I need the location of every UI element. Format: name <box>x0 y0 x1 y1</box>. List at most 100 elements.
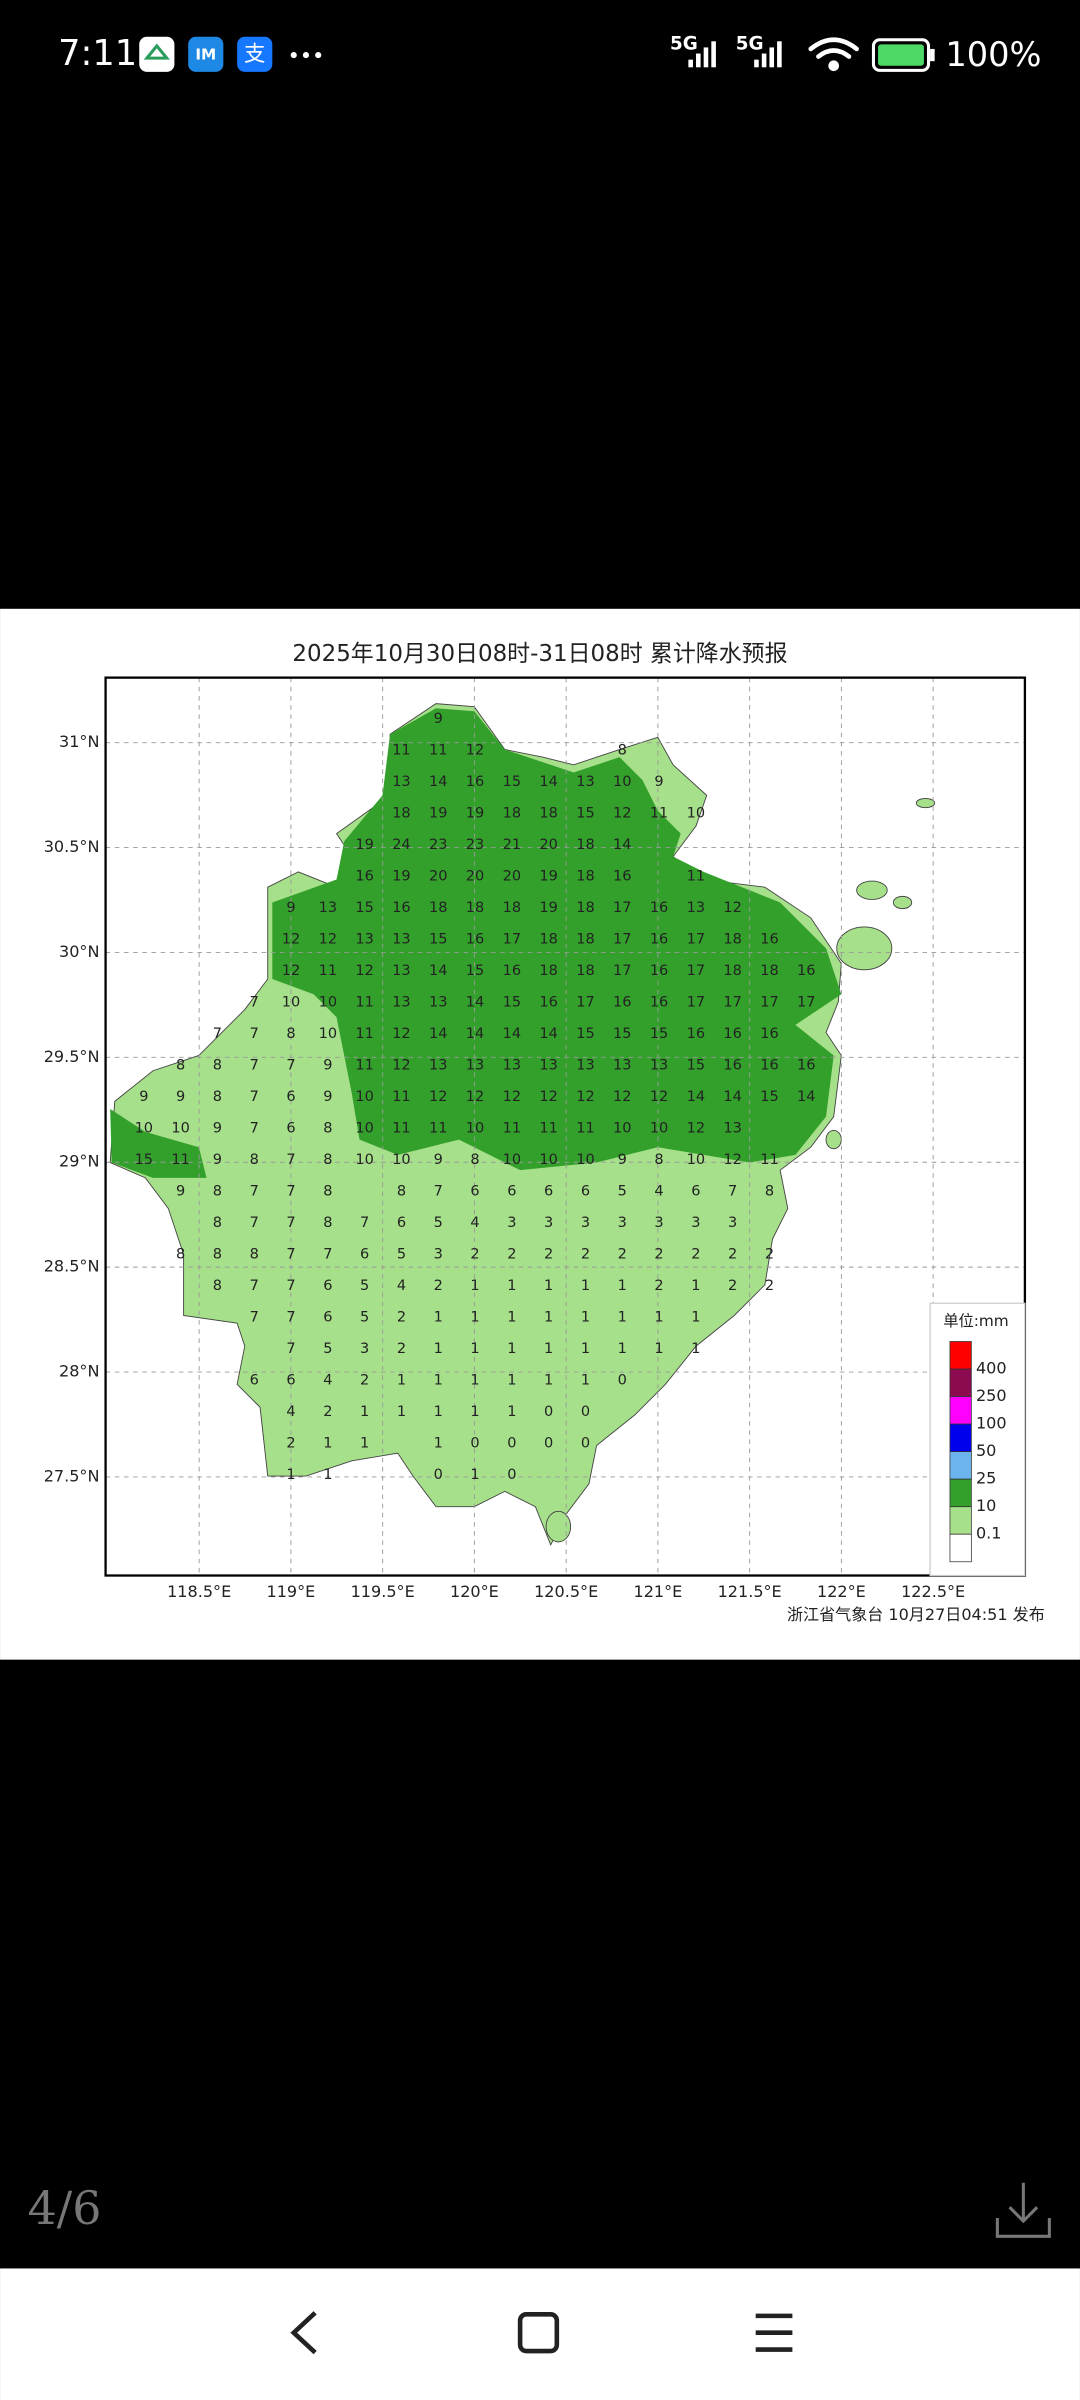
x-tick-label: 119°E <box>267 1582 316 1601</box>
grid-value: 9 <box>213 1152 222 1168</box>
grid-value: 13 <box>466 1058 484 1074</box>
grid-value: 14 <box>723 1089 741 1105</box>
grid-value: 19 <box>466 805 484 821</box>
grid-value: 7 <box>250 1026 259 1042</box>
grid-value: 4 <box>470 1215 479 1231</box>
grid-value: 16 <box>760 1026 778 1042</box>
grid-value: 1 <box>507 1404 516 1420</box>
back-button[interactable] <box>290 2311 317 2355</box>
grid-value: 4 <box>323 1373 332 1389</box>
grid-value: 12 <box>319 932 337 948</box>
more-dots <box>290 52 322 59</box>
grid-value: 5 <box>434 1215 443 1231</box>
grid-value: 16 <box>539 995 557 1011</box>
grid-value: 20 <box>466 868 484 884</box>
grid-value: 8 <box>213 1278 222 1294</box>
grid-value: 7 <box>434 1184 443 1200</box>
grid-value: 15 <box>135 1152 153 1168</box>
grid-value: 3 <box>434 1247 443 1263</box>
grid-value: 11 <box>355 1058 373 1074</box>
grid-value: 6 <box>323 1310 332 1326</box>
grid-value: 6 <box>581 1184 590 1200</box>
grid-value: 11 <box>539 1121 557 1137</box>
grid-value: 12 <box>503 1089 521 1105</box>
grid-value: 12 <box>282 963 300 979</box>
grid-value: 18 <box>392 805 410 821</box>
clock: 7:11 <box>58 33 137 74</box>
grid-value: 1 <box>286 1467 295 1483</box>
grid-value: 11 <box>355 995 373 1011</box>
network-label: 5G <box>736 33 764 54</box>
grid-value: 8 <box>213 1058 222 1074</box>
app-icon <box>188 36 224 72</box>
grid-value: 9 <box>213 1121 222 1137</box>
grid-value: 1 <box>434 1310 443 1326</box>
grid-value: 0 <box>618 1373 627 1389</box>
home-button[interactable] <box>517 2312 560 2354</box>
chart-title: 2025年10月30日08时-31日08时 累计降水预报 <box>292 641 787 667</box>
grid-value: 11 <box>760 1152 778 1168</box>
legend-box <box>929 1302 1026 1577</box>
grid-value: 13 <box>576 774 594 790</box>
islands <box>545 798 936 1543</box>
grid-value: 2 <box>286 1436 295 1452</box>
grid-value: 19 <box>429 805 447 821</box>
grid-value: 19 <box>392 868 410 884</box>
network-label: 5G <box>670 33 698 54</box>
grid-value: 6 <box>470 1184 479 1200</box>
grid-value: 18 <box>576 837 594 853</box>
y-tick-label: 29.5°N <box>44 1047 100 1066</box>
grid-value: 10 <box>135 1121 153 1137</box>
x-tick-label: 118.5°E <box>167 1582 231 1601</box>
grid-value: 15 <box>503 995 521 1011</box>
grid-value: 12 <box>392 1058 410 1074</box>
grid-value: 16 <box>760 1058 778 1074</box>
grid-value: 16 <box>650 963 668 979</box>
grid-value: 7 <box>286 1184 295 1200</box>
grid-value: 1 <box>581 1341 590 1357</box>
grid-value: 3 <box>544 1215 553 1231</box>
grid-value: 7 <box>250 1184 259 1200</box>
grid-value: 18 <box>576 932 594 948</box>
grid-value: 2 <box>691 1247 700 1263</box>
legend-label: 100 <box>976 1414 1007 1433</box>
grid-value: 11 <box>392 1089 410 1105</box>
legend-label: 10 <box>976 1496 996 1515</box>
grid-value: 15 <box>503 774 521 790</box>
grid-value: 10 <box>613 1121 631 1137</box>
grid-value: 8 <box>286 1026 295 1042</box>
grid-value: 11 <box>319 963 337 979</box>
grid-value: 1 <box>360 1404 369 1420</box>
grid-value: 14 <box>466 1026 484 1042</box>
grid-value: 10 <box>466 1121 484 1137</box>
grid-value: 1 <box>654 1341 663 1357</box>
grid-value: 1 <box>691 1341 700 1357</box>
grid-value: 16 <box>760 932 778 948</box>
grid-value: 1 <box>470 1373 479 1389</box>
grid-value: 10 <box>319 1026 337 1042</box>
grid-value: 19 <box>539 868 557 884</box>
grid-value: 16 <box>723 1026 741 1042</box>
grid-value: 13 <box>576 1058 594 1074</box>
battery-percent: 100% <box>945 35 1041 74</box>
grid-value: 10 <box>576 1152 594 1168</box>
grid-value: 1 <box>618 1341 627 1357</box>
grid-value: 13 <box>355 932 373 948</box>
grid-value: 7 <box>286 1058 295 1074</box>
grid-value: 3 <box>581 1215 590 1231</box>
legend-label: 50 <box>976 1441 996 1460</box>
grid-value: 14 <box>613 837 631 853</box>
grid-value: 13 <box>429 995 447 1011</box>
grid-value: 13 <box>687 900 705 916</box>
grid-value: 14 <box>687 1089 705 1105</box>
grid-value: 10 <box>319 995 337 1011</box>
grid-value: 10 <box>392 1152 410 1168</box>
grid-value: 0 <box>434 1467 443 1483</box>
menu-button[interactable] <box>755 2313 793 2352</box>
legend-label: 0.1 <box>976 1524 1002 1543</box>
grid-value: 14 <box>539 774 557 790</box>
grid-value: 6 <box>507 1184 516 1200</box>
grid-value: 10 <box>171 1121 189 1137</box>
grid-value: 6 <box>286 1121 295 1137</box>
download-button[interactable] <box>995 2182 1051 2238</box>
